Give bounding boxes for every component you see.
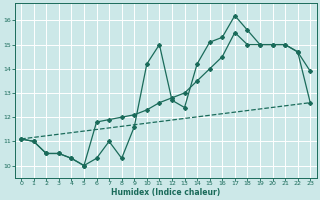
X-axis label: Humidex (Indice chaleur): Humidex (Indice chaleur) xyxy=(111,188,220,197)
